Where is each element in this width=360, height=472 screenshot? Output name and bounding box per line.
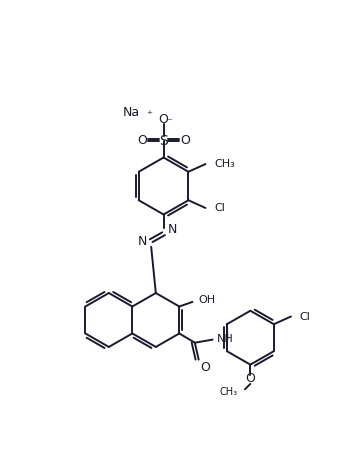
Text: Cl: Cl bbox=[214, 203, 225, 213]
Text: ⁻: ⁻ bbox=[166, 117, 172, 127]
Text: S: S bbox=[159, 134, 168, 148]
Text: Cl: Cl bbox=[300, 312, 310, 321]
Text: O: O bbox=[200, 361, 210, 374]
Text: Na: Na bbox=[123, 106, 140, 119]
Text: O: O bbox=[137, 134, 147, 147]
Text: N: N bbox=[167, 223, 177, 236]
Text: CH₃: CH₃ bbox=[214, 159, 235, 169]
Text: OH: OH bbox=[199, 295, 216, 305]
Text: NH: NH bbox=[216, 334, 233, 344]
Text: N: N bbox=[138, 235, 147, 248]
Text: CH₃: CH₃ bbox=[219, 388, 237, 397]
Text: O: O bbox=[246, 372, 255, 385]
Text: ⁺: ⁺ bbox=[147, 110, 153, 120]
Text: O: O bbox=[159, 112, 168, 126]
Text: O: O bbox=[180, 134, 190, 147]
